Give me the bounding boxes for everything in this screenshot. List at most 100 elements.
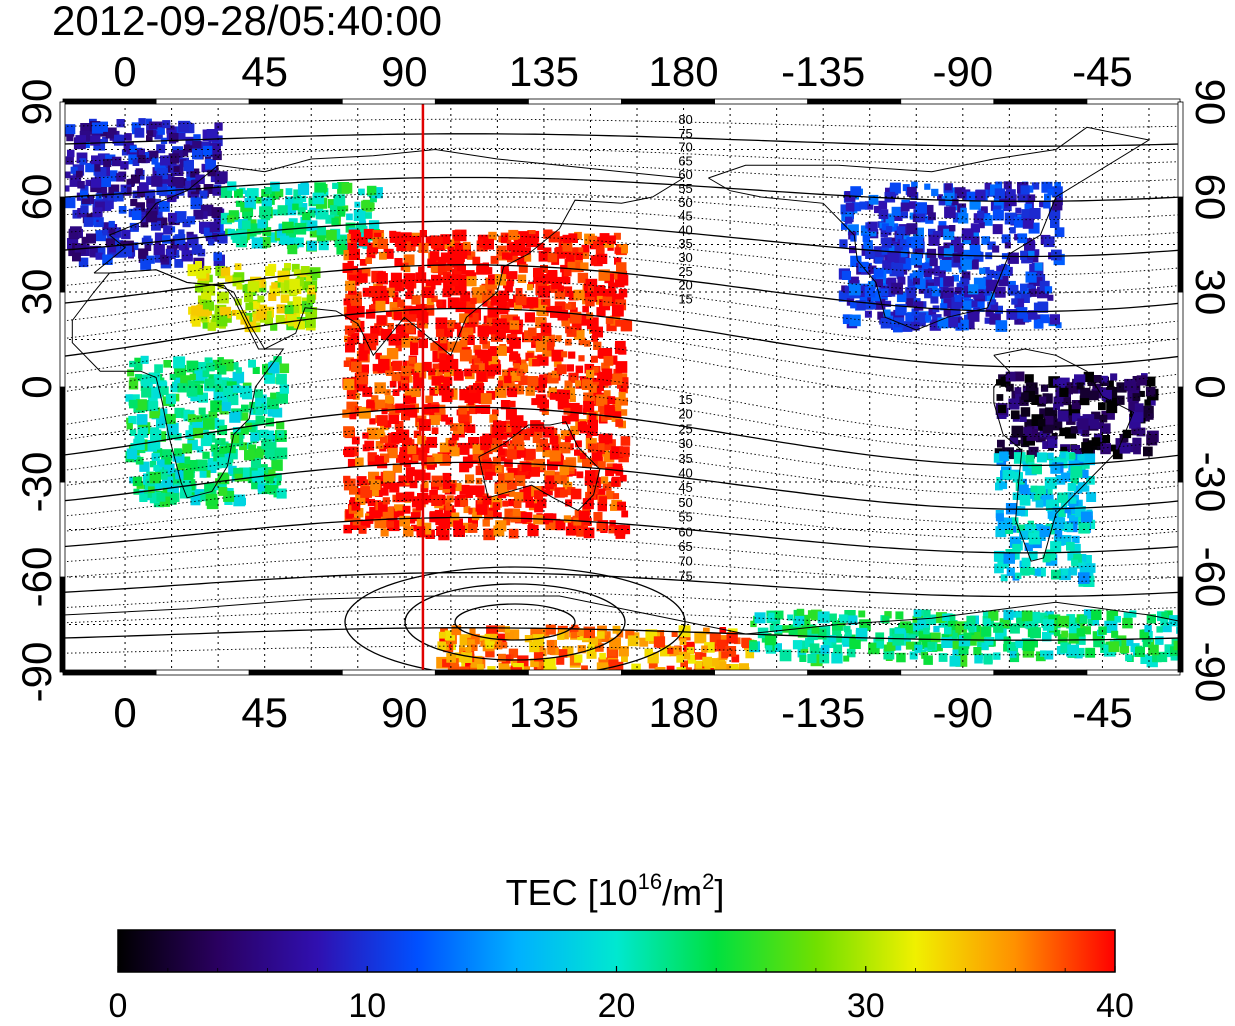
tec-cell — [500, 299, 507, 306]
tec-cell — [355, 457, 364, 467]
tec-cell — [829, 635, 837, 643]
tec-cell — [521, 462, 532, 472]
tec-cell — [966, 191, 976, 201]
tec-cell — [531, 398, 539, 406]
tec-cell — [497, 633, 507, 643]
tec-cell — [447, 325, 455, 332]
tec-cell — [977, 639, 985, 647]
tec-cell — [559, 489, 568, 498]
tec-cell — [181, 250, 193, 262]
tec-cell — [921, 262, 931, 272]
colorbar-label: TEC [1016/m2] — [506, 869, 725, 913]
tec-cell — [1086, 476, 1095, 485]
tec-cell — [915, 312, 927, 324]
tec-cell — [465, 647, 472, 653]
tec-cell — [525, 352, 534, 361]
tec-cell — [561, 318, 570, 327]
tec-cell — [370, 479, 381, 490]
tec-cell — [608, 659, 619, 670]
tec-cell — [625, 629, 635, 639]
tec-cell — [356, 372, 369, 385]
tec-cell — [841, 636, 851, 645]
tec-cell — [1145, 376, 1156, 387]
tec-cell — [144, 244, 152, 251]
coastline — [71, 269, 285, 499]
tec-cell — [151, 175, 163, 187]
tec-cell — [365, 212, 372, 219]
tec-cell — [998, 264, 1010, 276]
tec-cell — [603, 451, 615, 463]
tec-cell — [395, 345, 402, 352]
tec-cell — [230, 362, 239, 370]
tec-cell — [915, 212, 925, 222]
tec-cell — [644, 648, 653, 658]
tec-cell — [65, 156, 74, 165]
tec-cell — [1133, 446, 1141, 455]
tec-cell — [362, 287, 372, 297]
tec-cell — [1037, 567, 1046, 577]
tec-cell — [296, 321, 305, 330]
tec-cell — [372, 237, 383, 248]
tec-cell — [885, 300, 892, 307]
contour-line — [63, 553, 1180, 583]
tec-cell — [973, 647, 982, 656]
tec-cell — [138, 148, 145, 155]
tec-cell — [411, 388, 420, 397]
tec-cell — [1057, 410, 1069, 422]
tec-cell — [582, 498, 594, 510]
tec-cell — [199, 470, 207, 478]
tec-cell — [1018, 484, 1029, 495]
border-segment — [1177, 196, 1184, 293]
contour-line — [63, 535, 1180, 568]
tec-cell — [463, 460, 472, 469]
tec-cell — [1119, 643, 1130, 653]
tec-cell — [375, 352, 382, 360]
tec-cell — [608, 525, 617, 534]
tec-cell — [353, 209, 366, 222]
tec-cell — [864, 286, 876, 298]
tec-cell — [174, 211, 187, 223]
tec-cell — [1004, 194, 1017, 207]
tec-cell — [536, 304, 548, 316]
tec-cell — [510, 511, 521, 523]
tec-cell — [1107, 380, 1114, 388]
border-segment — [900, 98, 995, 105]
tec-cell — [468, 437, 480, 449]
right-lat-tick-label: 30 — [1187, 269, 1234, 316]
tec-cell — [449, 437, 457, 445]
tec-cell — [583, 400, 595, 412]
tec-cell — [994, 628, 1007, 641]
tec-cell — [1031, 463, 1042, 475]
tec-cell — [277, 205, 288, 216]
tec-cell — [485, 648, 495, 658]
tec-cell — [374, 232, 382, 241]
tec-cell — [244, 197, 255, 208]
tec-cell — [431, 475, 443, 487]
contour-line — [63, 443, 1180, 496]
tec-cell — [150, 429, 162, 441]
tec-cell — [1076, 628, 1086, 637]
tec-cell — [300, 203, 308, 210]
tec-cell — [1009, 227, 1016, 234]
tec-cell — [196, 268, 207, 279]
tec-cell — [556, 656, 565, 665]
tec-cell — [1160, 617, 1169, 626]
tec-cell — [130, 242, 139, 251]
tec-cell — [480, 349, 492, 362]
tec-cell — [1006, 383, 1014, 392]
tec-cell — [844, 286, 852, 294]
tec-cell — [508, 648, 519, 658]
tec-cell — [1049, 314, 1060, 325]
tec-cell — [496, 329, 506, 340]
tec-cell — [356, 223, 367, 234]
tec-cell — [377, 238, 389, 249]
tec-cell — [91, 155, 100, 165]
tec-cell — [159, 386, 169, 396]
tec-cell — [852, 202, 862, 212]
tec-cell — [151, 453, 158, 461]
tec-cell — [146, 176, 155, 185]
map-title: 2012-09-28/05:40:00 — [52, 0, 442, 44]
border-segment — [59, 576, 66, 673]
tec-cell — [92, 207, 103, 218]
tec-cell — [1050, 218, 1060, 228]
